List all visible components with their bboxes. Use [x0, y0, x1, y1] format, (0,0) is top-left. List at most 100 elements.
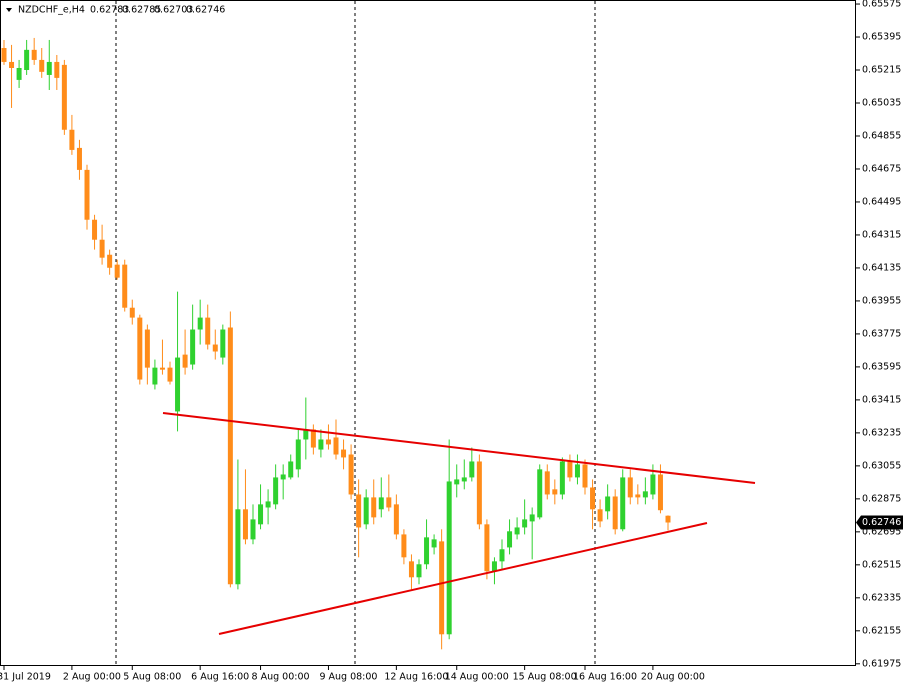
candle-body	[61, 64, 67, 130]
candle-body	[205, 317, 211, 345]
candle-body	[416, 564, 422, 578]
candle-body	[84, 169, 90, 220]
candle-body	[9, 61, 15, 68]
candle-body	[152, 367, 158, 385]
candle-body	[333, 437, 339, 455]
candle-body	[122, 264, 128, 308]
header-low: 0.62703	[154, 5, 193, 16]
candle-body	[386, 497, 392, 508]
candle-body	[288, 461, 294, 478]
candle-body	[544, 471, 550, 495]
y-tick-label: 0.65575	[862, 0, 901, 10]
candle-body	[175, 357, 181, 412]
candle-body	[408, 561, 414, 578]
y-tick-label: 0.64675	[862, 163, 901, 174]
x-tick-label: 6 Aug 16:00	[191, 672, 249, 683]
candle-body	[273, 477, 279, 505]
candle-body	[242, 509, 248, 540]
candle-body	[590, 487, 596, 510]
candle-body	[212, 344, 218, 352]
candle-body	[1, 48, 7, 62]
candle-body	[582, 464, 588, 488]
y-tick-label: 0.63775	[862, 328, 901, 339]
candle-body	[665, 515, 671, 523]
candle-body	[159, 367, 165, 370]
y-tick-label: 0.63055	[862, 460, 901, 471]
candle-body	[642, 491, 648, 498]
header-high: 0.62785	[122, 5, 161, 16]
candle-body	[424, 537, 430, 565]
resistance-line	[162, 412, 756, 484]
candle-body	[552, 489, 558, 495]
candle-body	[393, 504, 399, 535]
last-price-label: 0.62746	[862, 517, 901, 528]
candle-body	[574, 464, 580, 478]
candle-body	[318, 439, 324, 450]
candle-body	[431, 539, 437, 548]
y-tick-label: 0.62695	[862, 526, 901, 537]
candle-body	[258, 504, 264, 525]
candle-body	[446, 481, 452, 635]
trendlines	[162, 412, 756, 635]
y-tick-label: 0.63595	[862, 361, 901, 372]
candle-body	[341, 449, 347, 458]
candle-body	[76, 147, 82, 170]
candle-body	[620, 477, 626, 530]
candle-body	[537, 469, 543, 518]
candle-body	[499, 549, 505, 562]
candle-body	[635, 494, 641, 498]
candle-body	[197, 317, 203, 330]
candle-body	[529, 514, 535, 522]
x-tick-label: 5 Aug 08:00	[123, 672, 181, 683]
y-tick-label: 0.64315	[862, 229, 901, 240]
y-tick-label: 0.61975	[862, 658, 901, 669]
x-tick-label: 16 Aug 16:00	[573, 672, 637, 683]
candle-body	[627, 477, 633, 498]
header-open: 0.62783	[90, 5, 129, 16]
candle-body	[461, 477, 467, 482]
candle-body	[99, 239, 105, 258]
x-tick-label: 20 Aug 00:00	[641, 672, 705, 683]
y-tick-label: 0.62515	[862, 559, 901, 570]
candle-body	[356, 494, 362, 528]
x-tick-label: 2 Aug 00:00	[63, 672, 121, 683]
candle-body	[31, 49, 37, 60]
candle-body	[454, 479, 460, 485]
candle-body	[46, 61, 52, 75]
candle-body	[24, 49, 30, 71]
candle-body	[107, 254, 113, 268]
candle-body	[476, 461, 482, 525]
candle-body	[295, 439, 301, 470]
candle-body	[657, 474, 663, 511]
candle-body	[303, 429, 309, 440]
candle-body	[310, 429, 316, 448]
candle-body	[597, 509, 603, 522]
candle-body	[401, 534, 407, 558]
x-tick-label: 8 Aug 00:00	[252, 672, 310, 683]
candle-body	[559, 461, 565, 495]
candle-body	[39, 59, 45, 72]
candle-body	[605, 496, 611, 512]
y-tick-label: 0.63415	[862, 394, 901, 405]
candle-body	[114, 264, 120, 278]
y-tick-label: 0.64135	[862, 262, 901, 273]
y-tick-label: 0.65395	[862, 32, 901, 43]
candle-body	[92, 219, 98, 240]
candle-body	[137, 317, 143, 380]
y-tick-label: 0.62155	[862, 625, 901, 636]
candle-body	[378, 497, 384, 510]
candle-body	[469, 461, 475, 478]
candle-body	[325, 439, 331, 445]
candle-body	[650, 474, 656, 495]
y-tick-label: 0.64855	[862, 130, 901, 141]
candle-body	[16, 67, 22, 80]
candle-body	[439, 541, 445, 635]
candle-body	[250, 519, 256, 540]
x-tick-label: 9 Aug 08:00	[319, 672, 377, 683]
candle-body	[514, 527, 520, 535]
plot-frame	[0, 0, 856, 666]
candle-body	[220, 329, 226, 358]
y-tick-label: 0.64495	[862, 196, 901, 207]
